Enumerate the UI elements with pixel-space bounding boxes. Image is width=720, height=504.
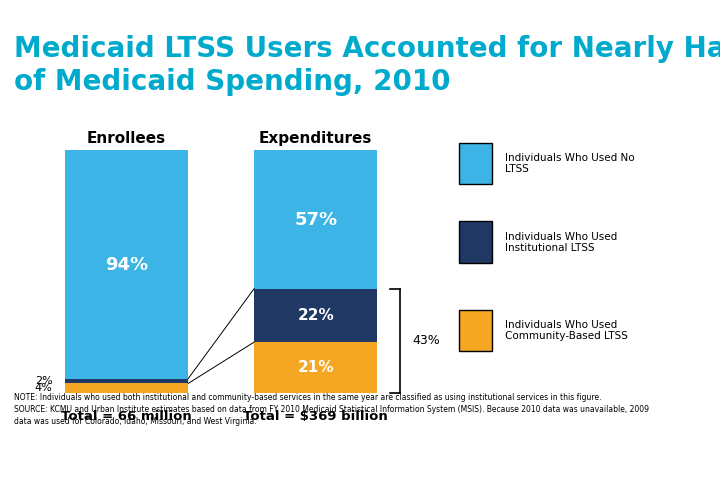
Bar xyxy=(65,384,188,393)
Text: 43%: 43% xyxy=(413,335,440,347)
Text: Aetna Medicaid: Aetna Medicaid xyxy=(14,475,123,488)
Text: Total = $369 billion: Total = $369 billion xyxy=(243,410,388,423)
Text: 22%: 22% xyxy=(297,308,334,323)
Text: Individuals Who Used No
LTSS: Individuals Who Used No LTSS xyxy=(505,153,635,174)
Bar xyxy=(254,342,377,393)
Bar xyxy=(254,151,377,289)
Text: 21%: 21% xyxy=(297,360,334,375)
FancyBboxPatch shape xyxy=(459,143,492,184)
Text: 9: 9 xyxy=(696,474,706,488)
Text: Expenditures: Expenditures xyxy=(259,131,372,146)
Text: NOTE: Individuals who used both institutional and community-based services in th: NOTE: Individuals who used both institut… xyxy=(14,393,649,426)
Text: Medicaid LTSS Users Accounted for Nearly Half
of Medicaid Spending, 2010: Medicaid LTSS Users Accounted for Nearly… xyxy=(14,35,720,96)
Bar xyxy=(65,151,188,379)
Text: 57%: 57% xyxy=(294,211,338,229)
Text: Individuals Who Used
Institutional LTSS: Individuals Who Used Institutional LTSS xyxy=(505,231,618,253)
Bar xyxy=(254,289,377,342)
Text: Enrollees: Enrollees xyxy=(87,131,166,146)
Text: 94%: 94% xyxy=(105,256,148,274)
Text: Individuals Who Used
Community-Based LTSS: Individuals Who Used Community-Based LTS… xyxy=(505,320,629,341)
Bar xyxy=(65,379,188,384)
Text: Total = 66 million: Total = 66 million xyxy=(61,410,192,423)
FancyBboxPatch shape xyxy=(459,309,492,351)
FancyBboxPatch shape xyxy=(459,221,492,263)
Text: 2%: 2% xyxy=(35,376,53,386)
Text: 4%: 4% xyxy=(35,383,53,393)
